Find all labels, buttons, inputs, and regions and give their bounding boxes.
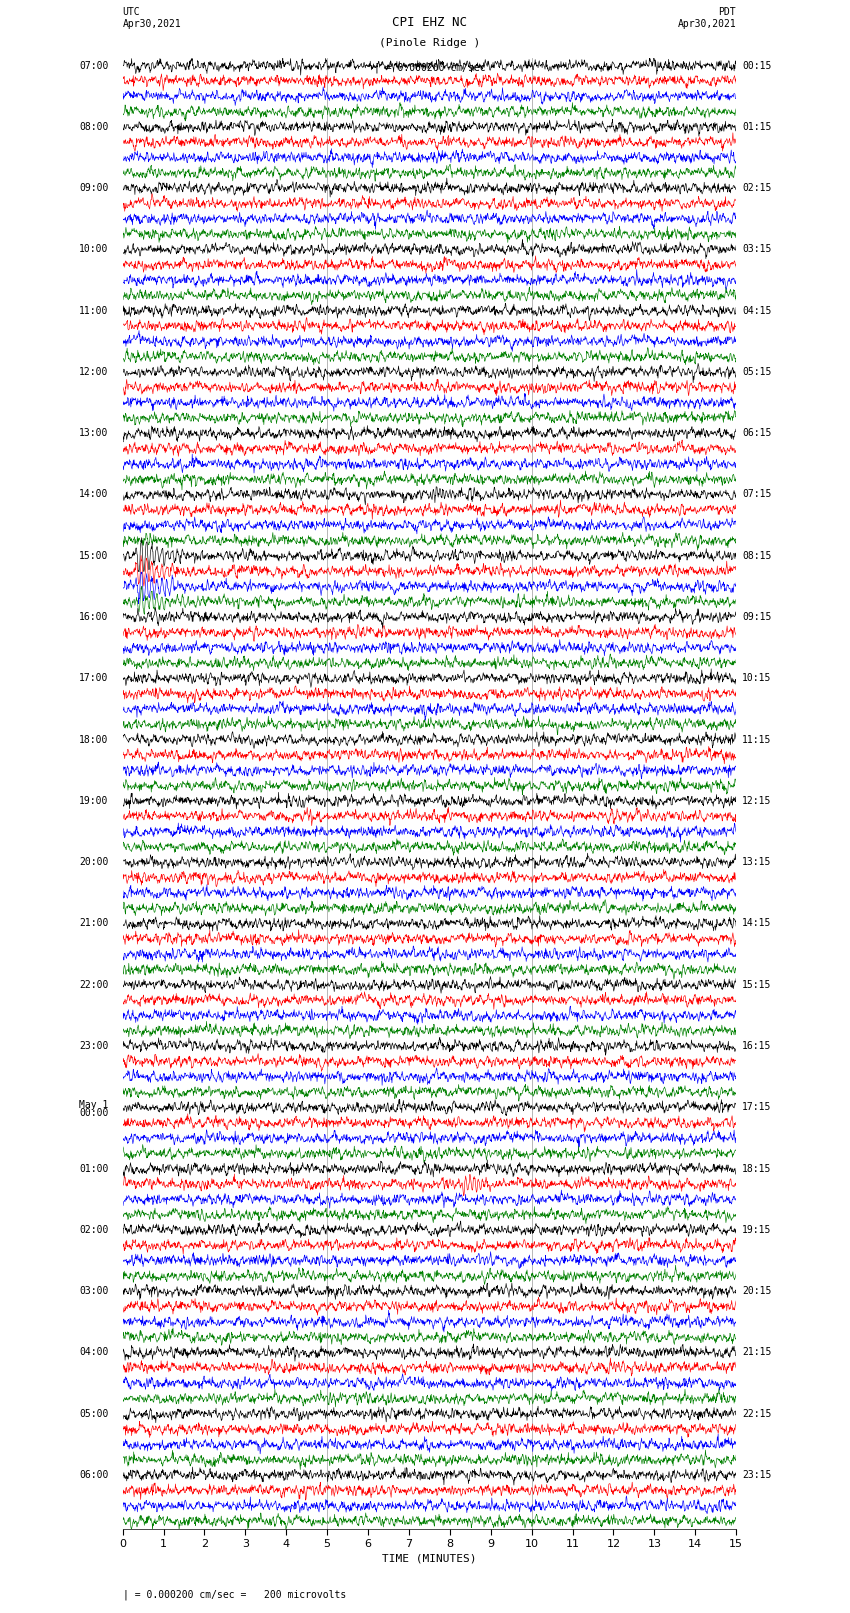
Text: 01:00: 01:00 [79, 1163, 108, 1174]
Text: 10:00: 10:00 [79, 244, 108, 255]
Text: 04:00: 04:00 [79, 1347, 108, 1358]
Text: 16:15: 16:15 [742, 1040, 772, 1052]
Text: 05:15: 05:15 [742, 366, 772, 377]
Text: May 1: May 1 [79, 1100, 108, 1110]
Text: 00:00: 00:00 [79, 1108, 108, 1118]
Text: 04:15: 04:15 [742, 305, 772, 316]
Text: PDT
Apr30,2021: PDT Apr30,2021 [677, 6, 736, 29]
Text: 07:15: 07:15 [742, 489, 772, 500]
Text: 14:15: 14:15 [742, 918, 772, 929]
Text: 15:00: 15:00 [79, 550, 108, 561]
Text: 17:00: 17:00 [79, 673, 108, 684]
Text: 16:00: 16:00 [79, 611, 108, 623]
Text: 11:00: 11:00 [79, 305, 108, 316]
Text: 19:00: 19:00 [79, 795, 108, 806]
Text: 23:15: 23:15 [742, 1469, 772, 1481]
Text: 02:00: 02:00 [79, 1224, 108, 1236]
Text: 20:00: 20:00 [79, 857, 108, 868]
Text: 22:15: 22:15 [742, 1408, 772, 1419]
Text: 09:00: 09:00 [79, 182, 108, 194]
Text: 07:00: 07:00 [79, 61, 108, 71]
Text: | = 0.000200 cm/sec =   200 microvolts: | = 0.000200 cm/sec = 200 microvolts [122, 1589, 346, 1600]
Text: 05:00: 05:00 [79, 1408, 108, 1419]
Text: 18:15: 18:15 [742, 1163, 772, 1174]
Text: 09:15: 09:15 [742, 611, 772, 623]
Text: 13:15: 13:15 [742, 857, 772, 868]
Text: 01:15: 01:15 [742, 123, 772, 132]
Text: 21:15: 21:15 [742, 1347, 772, 1358]
Text: CPI EHZ NC: CPI EHZ NC [392, 16, 467, 29]
Text: 12:00: 12:00 [79, 366, 108, 377]
Text: 17:15: 17:15 [742, 1102, 772, 1113]
Text: UTC
Apr30,2021: UTC Apr30,2021 [122, 6, 181, 29]
Text: 20:15: 20:15 [742, 1286, 772, 1297]
Text: 03:15: 03:15 [742, 244, 772, 255]
Text: 18:00: 18:00 [79, 734, 108, 745]
Text: 21:00: 21:00 [79, 918, 108, 929]
Text: 06:15: 06:15 [742, 427, 772, 439]
Text: 14:00: 14:00 [79, 489, 108, 500]
Text: 08:15: 08:15 [742, 550, 772, 561]
Text: (Pinole Ridge ): (Pinole Ridge ) [379, 39, 480, 48]
Text: 22:00: 22:00 [79, 979, 108, 990]
Text: 23:00: 23:00 [79, 1040, 108, 1052]
X-axis label: TIME (MINUTES): TIME (MINUTES) [382, 1553, 477, 1563]
Text: 12:15: 12:15 [742, 795, 772, 806]
Text: 02:15: 02:15 [742, 182, 772, 194]
Text: 00:15: 00:15 [742, 61, 772, 71]
Text: 13:00: 13:00 [79, 427, 108, 439]
Text: 11:15: 11:15 [742, 734, 772, 745]
Text: | = 0.000200 cm/sec: | = 0.000200 cm/sec [374, 63, 485, 73]
Text: 08:00: 08:00 [79, 123, 108, 132]
Text: 03:00: 03:00 [79, 1286, 108, 1297]
Text: 06:00: 06:00 [79, 1469, 108, 1481]
Text: 15:15: 15:15 [742, 979, 772, 990]
Text: 10:15: 10:15 [742, 673, 772, 684]
Text: 19:15: 19:15 [742, 1224, 772, 1236]
